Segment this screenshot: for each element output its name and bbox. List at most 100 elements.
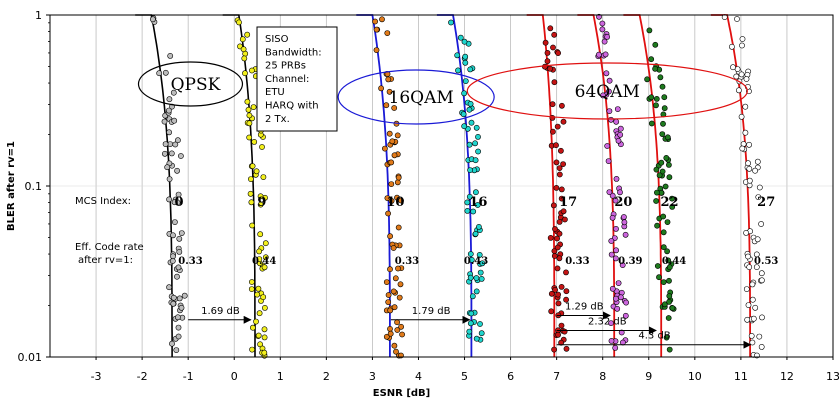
gain-label: 4.3 dB [638, 331, 670, 342]
bler-curve-mcs-10 [356, 14, 391, 357]
data-point-mcs-10 [391, 152, 398, 159]
data-point-mcs-0 [166, 284, 172, 291]
data-point-mcs-17 [547, 25, 554, 32]
data-point-mcs-0 [174, 314, 181, 321]
code-rate-9: 0.44 [252, 256, 276, 267]
code-rate-16: 0.43 [464, 256, 488, 267]
data-point-mcs-0 [171, 219, 178, 225]
data-point-mcs-22 [648, 94, 655, 101]
data-point-mcs-16 [479, 260, 486, 267]
data-point-mcs-20 [615, 137, 622, 144]
data-point-mcs-20 [606, 77, 613, 84]
data-point-mcs-0 [161, 150, 168, 157]
data-point-mcs-10 [390, 245, 397, 251]
data-point-mcs-22 [666, 298, 672, 305]
data-point-mcs-27 [756, 184, 763, 191]
data-point-mcs-10 [394, 327, 401, 333]
data-point-mcs-22 [661, 94, 668, 101]
data-point-mcs-22 [656, 274, 662, 281]
data-point-mcs-0 [170, 300, 177, 307]
data-point-mcs-9 [240, 46, 247, 53]
code-rate-10: 0.33 [395, 256, 419, 267]
data-point-mcs-10 [391, 342, 398, 349]
data-point-mcs-20 [617, 125, 624, 132]
data-point-mcs-22 [664, 248, 670, 255]
data-point-mcs-22 [660, 229, 667, 236]
x-tick-label: 0 [231, 370, 238, 383]
data-point-mcs-16 [467, 167, 473, 173]
data-point-mcs-17 [551, 346, 557, 353]
data-point-mcs-0 [166, 196, 172, 203]
data-point-mcs-22 [653, 198, 659, 204]
modulation-ellipses: QPSK 16QAM 64QAM [137, 61, 748, 125]
data-point-mcs-0 [176, 248, 183, 255]
data-point-mcs-10 [385, 299, 392, 305]
data-point-mcs-16 [473, 124, 480, 131]
data-point-mcs-0 [165, 107, 172, 114]
data-point-mcs-0 [162, 69, 169, 76]
data-point-mcs-20 [621, 214, 627, 220]
data-point-mcs-9 [236, 19, 242, 26]
data-point-mcs-9 [256, 256, 263, 262]
data-point-mcs-0 [162, 141, 169, 147]
data-point-mcs-9 [262, 240, 269, 247]
data-point-mcs-0 [178, 230, 185, 236]
data-point-mcs-27 [753, 264, 760, 270]
data-point-mcs-27 [743, 286, 750, 292]
data-point-mcs-20 [614, 106, 621, 112]
data-point-mcs-16 [454, 52, 461, 59]
data-point-mcs-22 [648, 56, 655, 63]
data-point-mcs-27 [742, 103, 749, 110]
data-point-mcs-10 [385, 76, 392, 83]
data-point-mcs-20 [604, 143, 611, 149]
data-point-mcs-10 [395, 265, 401, 272]
data-point-mcs-17 [552, 286, 558, 293]
data-point-mcs-9 [257, 201, 264, 208]
data-point-mcs-22 [661, 105, 668, 112]
x-tick-label: 6 [507, 370, 514, 383]
data-point-mcs-9 [239, 36, 246, 43]
data-point-mcs-10 [394, 194, 400, 201]
data-point-mcs-27 [752, 167, 758, 174]
config-line: Bandwidth: [265, 47, 322, 58]
data-point-mcs-16 [461, 123, 468, 130]
data-point-mcs-22 [666, 293, 673, 299]
bler-curves [135, 14, 751, 357]
data-point-mcs-9 [261, 264, 268, 271]
data-point-mcs-27 [756, 333, 763, 340]
data-point-mcs-0 [174, 167, 180, 174]
data-point-mcs-10 [384, 195, 391, 201]
data-point-mcs-27 [750, 315, 757, 322]
data-point-mcs-20 [601, 38, 608, 45]
data-point-mcs-17 [563, 288, 570, 295]
x-axis-title: ESNR [dB] [373, 388, 431, 399]
data-point-mcs-9 [249, 222, 256, 229]
data-point-mcs-9 [262, 254, 269, 261]
data-point-mcs-10 [392, 275, 399, 282]
data-point-mcs-17 [558, 195, 565, 202]
data-point-mcs-16 [464, 207, 471, 214]
code-rate-17: 0.33 [565, 256, 589, 267]
data-point-mcs-20 [602, 51, 609, 58]
data-point-mcs-17 [556, 165, 563, 171]
data-point-mcs-10 [397, 281, 404, 288]
data-point-mcs-0 [178, 304, 185, 311]
data-point-mcs-10 [390, 288, 397, 295]
data-point-mcs-17 [544, 50, 551, 56]
x-tick-label: 11 [734, 370, 748, 383]
bler-curve-mcs-9 [222, 14, 256, 357]
data-point-mcs-22 [666, 161, 672, 168]
data-point-mcs-9 [247, 176, 254, 182]
data-point-mcs-27 [745, 160, 751, 167]
config-line: 2 Tx. [265, 114, 290, 125]
data-point-mcs-20 [612, 344, 619, 351]
data-point-mcs-22 [653, 166, 660, 173]
data-point-mcs-17 [555, 331, 561, 338]
data-point-mcs-22 [659, 168, 666, 175]
data-point-mcs-22 [669, 195, 675, 202]
data-point-mcs-16 [466, 328, 473, 335]
data-point-mcs-17 [548, 308, 555, 315]
data-point-mcs-20 [604, 34, 610, 40]
data-point-mcs-17 [550, 44, 556, 51]
